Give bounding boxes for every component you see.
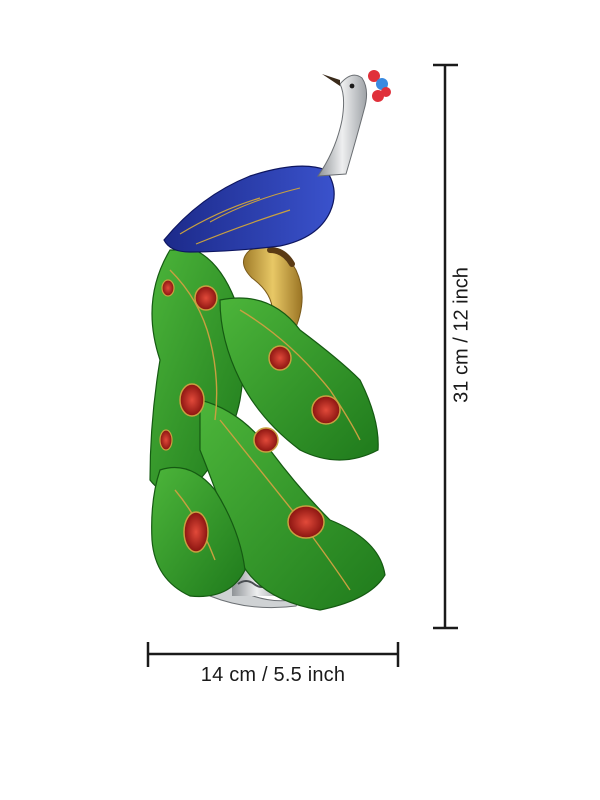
peacock-crest [368, 70, 391, 102]
feather-eyes [159, 279, 341, 553]
peacock-neck-head [316, 74, 368, 177]
height-dimension-label: 31 cm / 12 inch [450, 267, 473, 403]
width-dimension-label: 14 cm / 5.5 inch [200, 664, 346, 686]
peacock-body [163, 165, 335, 253]
gold-perch [243, 245, 303, 337]
tail-feathers [149, 249, 386, 611]
